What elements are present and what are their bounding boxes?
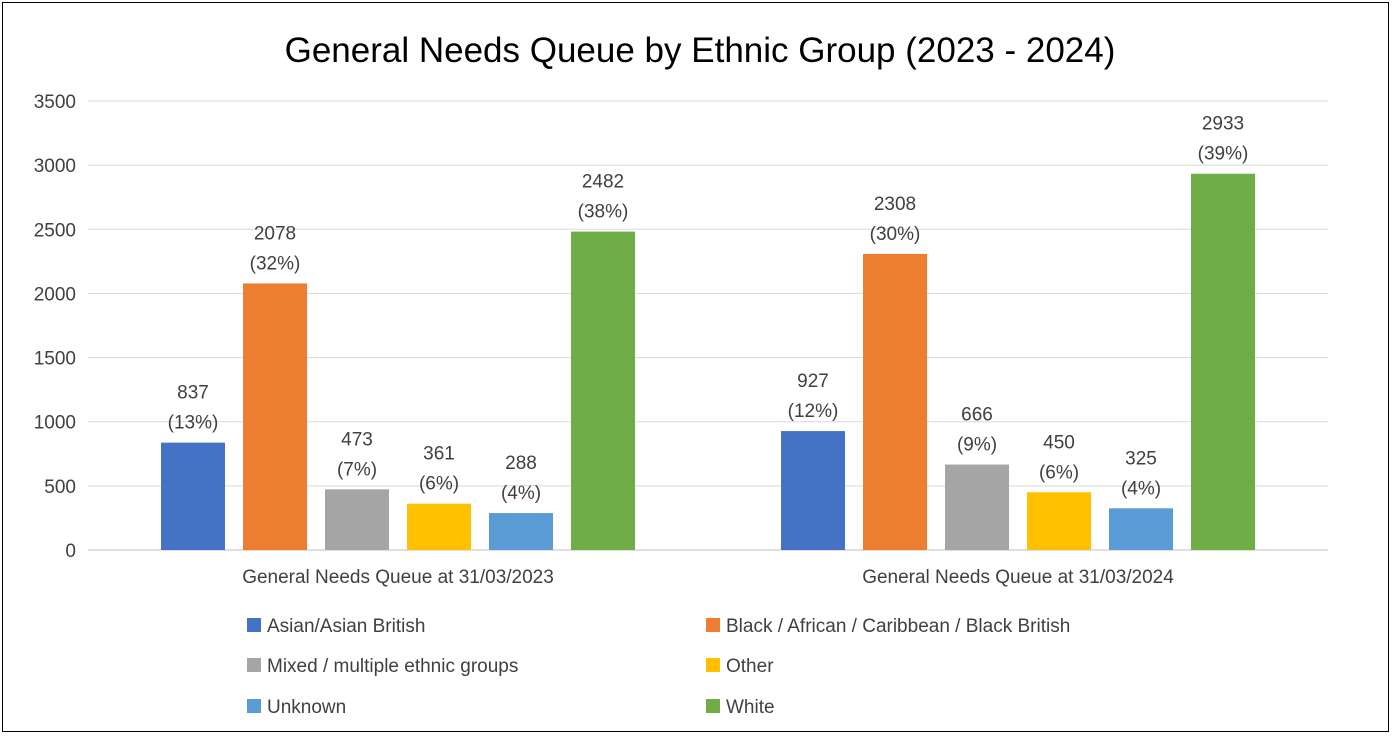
data-label-value: 2078 bbox=[254, 223, 296, 244]
x-axis-categories: General Needs Queue at 31/03/2023 General… bbox=[242, 567, 1174, 588]
bar bbox=[325, 489, 389, 550]
y-tick-label: 3500 bbox=[34, 92, 76, 113]
data-label-value: 2308 bbox=[874, 194, 916, 215]
data-label-percent: (4%) bbox=[501, 483, 541, 504]
legend-label: White bbox=[726, 697, 775, 718]
legend-swatch bbox=[706, 699, 720, 713]
bar bbox=[571, 231, 635, 551]
bar bbox=[1109, 508, 1173, 550]
legend-label: Mixed / multiple ethnic groups bbox=[267, 656, 518, 677]
bar bbox=[1191, 173, 1255, 550]
bar bbox=[489, 513, 553, 550]
y-tick-label: 500 bbox=[44, 477, 76, 498]
data-label-value: 666 bbox=[961, 405, 993, 426]
bars bbox=[161, 173, 1255, 551]
data-label-value: 288 bbox=[505, 453, 537, 474]
data-label-percent: (7%) bbox=[337, 459, 377, 480]
data-label-percent: (9%) bbox=[957, 435, 997, 456]
data-label-percent: (13%) bbox=[168, 413, 219, 434]
bar bbox=[407, 503, 471, 550]
data-label-percent: (12%) bbox=[788, 401, 839, 422]
x-category-label: General Needs Queue at 31/03/2024 bbox=[862, 567, 1174, 588]
legend-label: Asian/Asian British bbox=[267, 616, 425, 637]
legend-swatch bbox=[706, 618, 720, 632]
y-axis-ticks: 0 500 1000 1500 2000 2500 3000 3500 bbox=[34, 92, 76, 562]
data-label-percent: (32%) bbox=[250, 253, 301, 274]
data-label-percent: (4%) bbox=[1121, 478, 1161, 499]
y-tick-label: 0 bbox=[65, 541, 76, 562]
data-label-percent: (38%) bbox=[578, 202, 629, 223]
legend: Asian/Asian British Black / African / Car… bbox=[247, 616, 1070, 718]
y-tick-label: 2000 bbox=[34, 284, 76, 305]
legend-swatch bbox=[247, 618, 261, 632]
y-tick-label: 1500 bbox=[34, 349, 76, 370]
bar bbox=[781, 431, 845, 550]
data-label-value: 927 bbox=[797, 371, 829, 392]
legend-label: Unknown bbox=[267, 697, 346, 718]
chart-title: General Needs Queue by Ethnic Group (202… bbox=[285, 31, 1116, 70]
y-tick-label: 3000 bbox=[34, 156, 76, 177]
legend-swatch bbox=[247, 658, 261, 672]
data-label-value: 2933 bbox=[1202, 114, 1244, 135]
legend-swatch bbox=[706, 658, 720, 672]
data-label-value: 361 bbox=[423, 444, 455, 465]
data-labels: 837 (13%) 2078 (32%) 473 (7%) 361 (6%) 288 (4%) 24… bbox=[168, 114, 1249, 504]
data-label-value: 325 bbox=[1125, 448, 1157, 469]
x-category-label: General Needs Queue at 31/03/2023 bbox=[242, 567, 554, 588]
data-label-percent: (6%) bbox=[1039, 462, 1079, 483]
data-label-percent: (6%) bbox=[419, 474, 459, 495]
bar bbox=[945, 464, 1009, 550]
data-label-percent: (30%) bbox=[870, 224, 921, 245]
data-label-value: 473 bbox=[341, 429, 373, 450]
bar bbox=[161, 442, 225, 550]
y-tick-label: 2500 bbox=[34, 220, 76, 241]
data-label-value: 2482 bbox=[582, 172, 624, 193]
legend-label: Other bbox=[726, 656, 774, 677]
data-label-value: 837 bbox=[177, 383, 209, 404]
data-label-value: 450 bbox=[1043, 432, 1075, 453]
legend-label: Black / African / Caribbean / Black Brit… bbox=[726, 616, 1070, 637]
bar bbox=[1027, 492, 1091, 550]
y-tick-label: 1000 bbox=[34, 413, 76, 434]
legend-swatch bbox=[247, 699, 261, 713]
bar bbox=[863, 253, 927, 550]
bar bbox=[243, 283, 307, 550]
data-label-percent: (39%) bbox=[1198, 144, 1249, 165]
